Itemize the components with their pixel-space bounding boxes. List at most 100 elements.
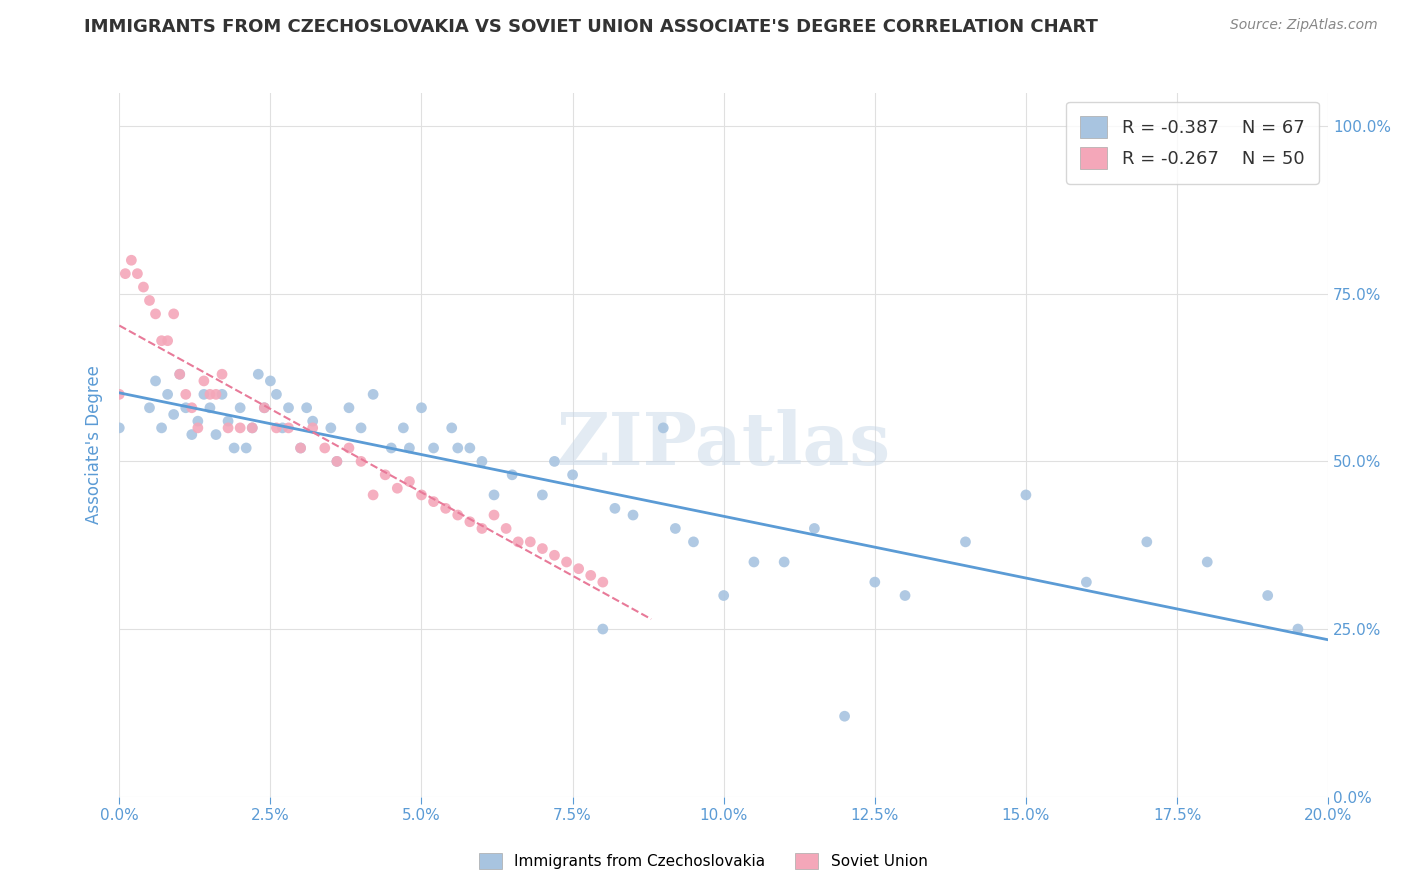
Point <box>235 441 257 455</box>
Point <box>198 387 221 401</box>
Point <box>603 501 626 516</box>
Point <box>271 421 294 435</box>
Point <box>1197 555 1219 569</box>
Point <box>217 414 239 428</box>
Text: Source: ZipAtlas.com: Source: ZipAtlas.com <box>1230 18 1378 32</box>
Point <box>193 374 215 388</box>
Point <box>773 555 796 569</box>
Point <box>1015 488 1038 502</box>
Point <box>180 427 202 442</box>
Point <box>398 441 420 455</box>
Point <box>290 441 312 455</box>
Point <box>240 421 263 435</box>
Point <box>193 387 215 401</box>
Y-axis label: Associate's Degree: Associate's Degree <box>86 365 103 524</box>
Point <box>955 534 977 549</box>
Point <box>240 421 263 435</box>
Point <box>266 421 288 435</box>
Point <box>145 307 167 321</box>
Point <box>422 441 444 455</box>
Point <box>138 401 160 415</box>
Point <box>337 401 360 415</box>
Point <box>108 387 131 401</box>
Point <box>592 622 614 636</box>
Point <box>277 421 299 435</box>
Point <box>664 521 686 535</box>
Point <box>434 501 457 516</box>
Point <box>205 387 228 401</box>
Point <box>894 589 917 603</box>
Point <box>314 441 336 455</box>
Point <box>163 408 186 422</box>
Point <box>145 374 167 388</box>
Point <box>621 508 644 522</box>
Point <box>508 534 530 549</box>
Point <box>482 508 505 522</box>
Point <box>1286 622 1309 636</box>
Point <box>174 401 197 415</box>
Point <box>742 555 765 569</box>
Point <box>229 421 252 435</box>
Point <box>301 414 323 428</box>
Point <box>319 421 342 435</box>
Point <box>266 387 288 401</box>
Point <box>120 253 142 268</box>
Point <box>114 267 136 281</box>
Point <box>531 488 554 502</box>
Point <box>337 441 360 455</box>
Point <box>211 387 233 401</box>
Point <box>361 488 384 502</box>
Point <box>568 562 591 576</box>
Point <box>398 475 420 489</box>
Point <box>543 549 565 563</box>
Point <box>411 488 433 502</box>
Point <box>803 521 825 535</box>
Point <box>440 421 463 435</box>
Point <box>187 414 209 428</box>
Point <box>224 441 246 455</box>
Point <box>380 441 402 455</box>
Point <box>471 454 494 468</box>
Point <box>350 421 373 435</box>
Text: ZIPatlas: ZIPatlas <box>557 409 891 480</box>
Point <box>543 454 565 468</box>
Point <box>198 401 221 415</box>
Point <box>482 488 505 502</box>
Point <box>326 454 349 468</box>
Point <box>834 709 856 723</box>
Point <box>253 401 276 415</box>
Point <box>295 401 318 415</box>
Point <box>447 508 470 522</box>
Point <box>174 387 197 401</box>
Point <box>187 421 209 435</box>
Point <box>217 421 239 435</box>
Point <box>169 368 191 382</box>
Point <box>713 589 735 603</box>
Point <box>247 368 270 382</box>
Legend: R = -0.387    N = 67, R = -0.267    N = 50: R = -0.387 N = 67, R = -0.267 N = 50 <box>1066 102 1319 184</box>
Point <box>682 534 704 549</box>
Point <box>127 267 149 281</box>
Point <box>519 534 541 549</box>
Point <box>411 401 433 415</box>
Point <box>350 454 373 468</box>
Point <box>211 368 233 382</box>
Point <box>1136 534 1159 549</box>
Point <box>150 334 173 348</box>
Point <box>501 467 523 482</box>
Point <box>169 368 191 382</box>
Point <box>392 421 415 435</box>
Point <box>1257 589 1279 603</box>
Point <box>422 494 444 508</box>
Point <box>863 575 886 590</box>
Point <box>163 307 186 321</box>
Legend: Immigrants from Czechoslovakia, Soviet Union: Immigrants from Czechoslovakia, Soviet U… <box>472 847 934 875</box>
Point <box>458 515 481 529</box>
Point <box>156 334 179 348</box>
Point <box>301 421 323 435</box>
Point <box>290 441 312 455</box>
Point <box>326 454 349 468</box>
Point <box>205 427 228 442</box>
Point <box>156 387 179 401</box>
Point <box>592 575 614 590</box>
